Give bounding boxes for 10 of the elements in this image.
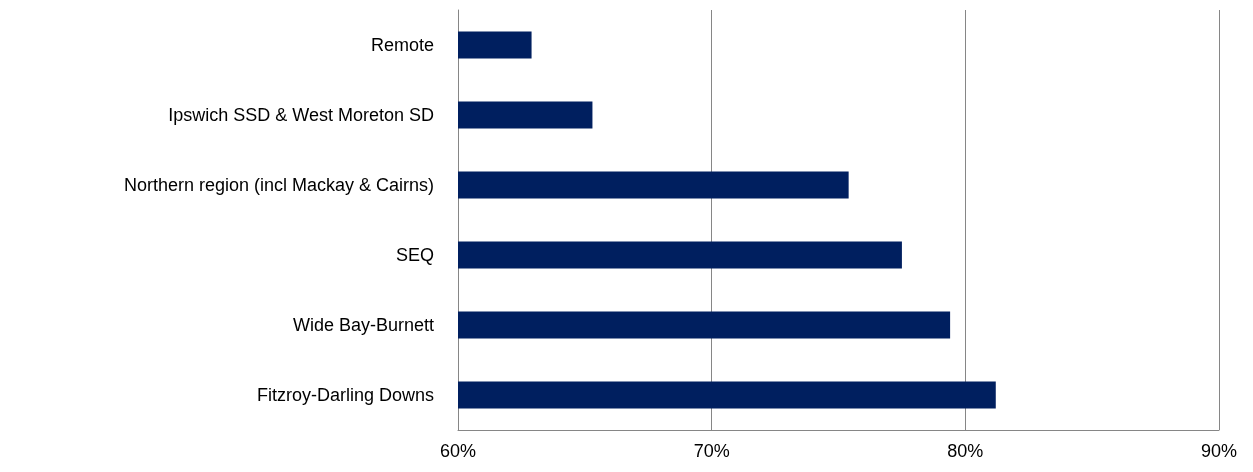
x-tick-label: 60% xyxy=(439,441,477,461)
y-tick-label: Remote xyxy=(370,35,434,55)
x-tick-label: 80% xyxy=(947,441,984,461)
y-tick-label: Ipswich SSD & West Moreton SD xyxy=(168,105,434,125)
y-tick-label: Fitzroy-Darling Downs xyxy=(256,385,434,405)
y-tick-label: SEQ xyxy=(395,245,434,265)
y-tick-label: Wide Bay-Burnett xyxy=(292,315,434,335)
x-tick-label: 70% xyxy=(693,441,730,461)
y-tick-label: Northern region (incl Mackay & Cairns) xyxy=(123,175,434,195)
x-tick-label: 90% xyxy=(1200,441,1238,461)
